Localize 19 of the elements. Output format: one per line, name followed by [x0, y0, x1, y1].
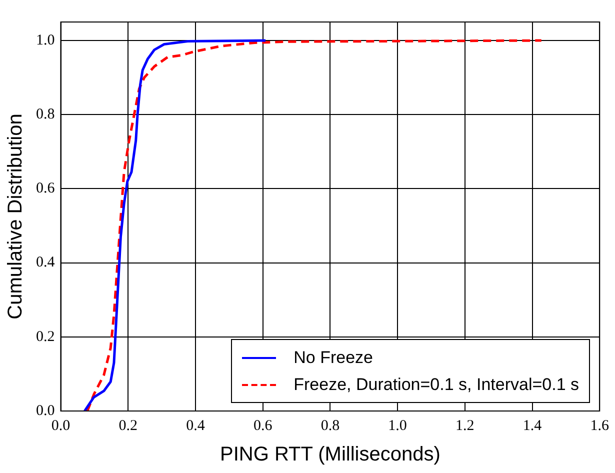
- legend-label: No Freeze: [294, 348, 373, 368]
- x-tick-label: 0.0: [51, 418, 70, 434]
- x-axis-title: PING RTT (Milliseconds): [220, 444, 440, 466]
- x-tick-label: 0.4: [186, 418, 206, 434]
- y-tick-label: 0.4: [36, 254, 56, 271]
- x-tick-label: 1.4: [522, 418, 542, 434]
- legend-label: Freeze, Duration=0.1 s, Interval=0.1 s: [294, 374, 579, 394]
- y-tick-label: 0.6: [36, 180, 56, 197]
- x-tick-label: 1.2: [456, 418, 474, 434]
- x-tick-label: 1.6: [590, 418, 610, 434]
- x-tick-label: 0.8: [320, 418, 340, 434]
- y-tick-label: 1.0: [36, 32, 55, 48]
- x-tick-label: 0.2: [118, 418, 138, 434]
- y-tick-label: 0.0: [36, 402, 55, 419]
- y-tick-label: 0.8: [36, 106, 55, 123]
- y-tick-label: 0.2: [36, 328, 55, 345]
- y-axis-title: Cumulative Distribution: [4, 114, 27, 320]
- x-tick-label: 0.6: [253, 418, 273, 434]
- x-tick-label: 1.0: [388, 418, 407, 434]
